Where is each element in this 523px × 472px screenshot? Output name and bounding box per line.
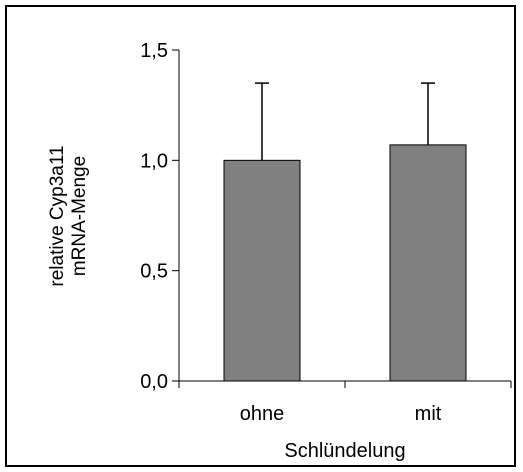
- y-tick-label: 1,5: [140, 40, 168, 62]
- y-axis-label-line-1: relative Cyp3a11: [47, 145, 68, 286]
- y-tick-label: 1,0: [140, 150, 168, 172]
- y-axis-label-line-2: mRNA-Menge: [69, 156, 90, 276]
- x-axis-label: Schlündelung: [284, 440, 405, 462]
- bar-mit: [389, 144, 467, 382]
- y-tick-label: 0,0: [140, 371, 168, 393]
- x-tick-label: ohne: [240, 403, 285, 425]
- y-tick-label: 0,5: [140, 261, 168, 283]
- plot-area: 0,0 0,5 1,0 1,5 ohne mit: [140, 40, 512, 425]
- bar-ohne: [223, 159, 301, 382]
- x-tick-label: mit: [415, 403, 442, 425]
